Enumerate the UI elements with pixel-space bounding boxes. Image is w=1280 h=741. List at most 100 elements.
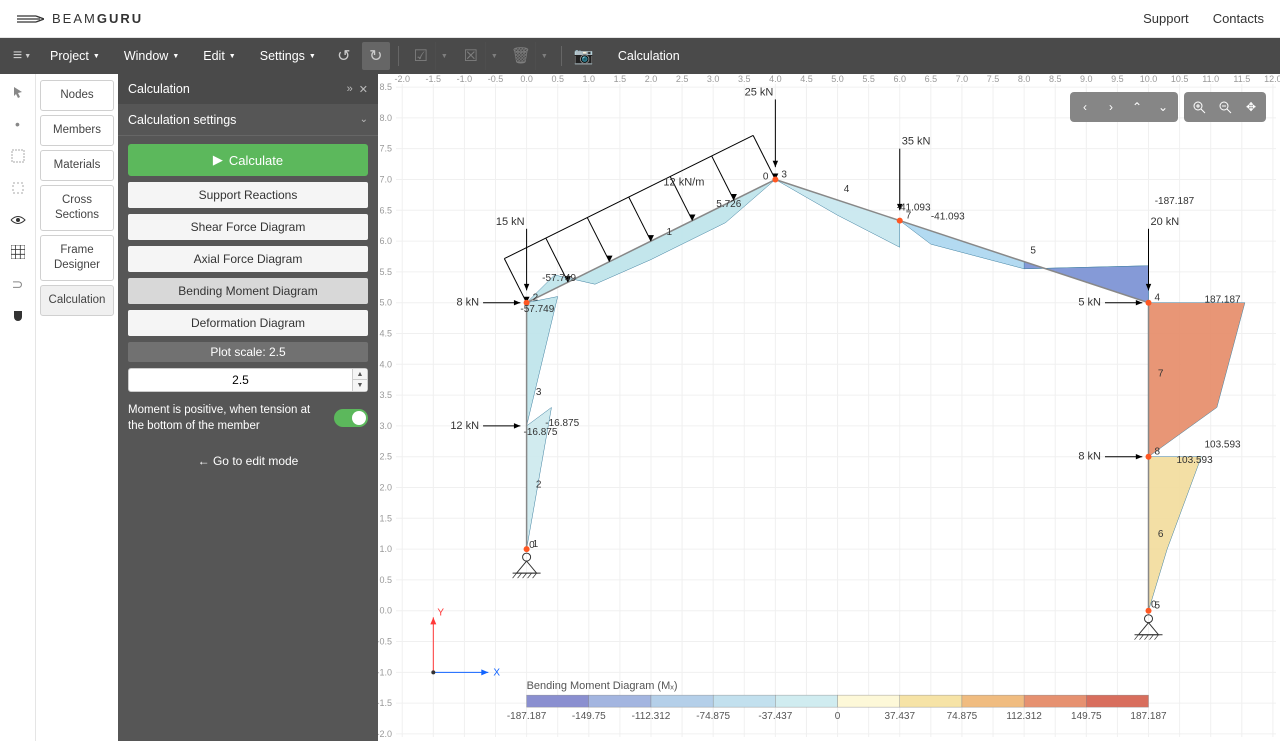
fit-button[interactable]: ✥ [1238, 94, 1264, 120]
nav-nodes[interactable]: Nodes [40, 80, 114, 111]
svg-text:8.0: 8.0 [379, 113, 392, 123]
svg-text:0: 0 [1151, 600, 1157, 611]
svg-text:2.0: 2.0 [379, 483, 392, 493]
bending-moment-button[interactable]: Bending Moment Diagram [128, 278, 368, 304]
menu-edit[interactable]: Edit▼ [193, 43, 245, 69]
pan-down-button[interactable]: ⌄ [1150, 94, 1176, 120]
svg-text:-37.437: -37.437 [758, 711, 792, 722]
svg-text:-57.749: -57.749 [542, 273, 576, 284]
logo[interactable]: BEAMGURU [16, 11, 143, 26]
eye-icon[interactable] [6, 208, 30, 232]
nav-members[interactable]: Members [40, 115, 114, 146]
nav-materials[interactable]: Materials [40, 150, 114, 181]
select-rect-icon[interactable] [6, 144, 30, 168]
svg-text:5.726: 5.726 [716, 199, 741, 210]
zoom-out-button[interactable] [1212, 94, 1238, 120]
svg-text:5.0: 5.0 [831, 74, 844, 84]
svg-text:3.5: 3.5 [738, 74, 751, 84]
svg-text:3.0: 3.0 [379, 421, 392, 431]
svg-text:3: 3 [536, 387, 542, 398]
diagram-svg[interactable]: -2.0-1.5-1.0-0.50.00.51.01.52.02.53.03.5… [378, 74, 1280, 741]
svg-text:0: 0 [529, 540, 535, 551]
contacts-link[interactable]: Contacts [1213, 11, 1264, 26]
redo-icon[interactable]: ↻ [362, 42, 390, 70]
svg-text:103.593: 103.593 [1204, 439, 1241, 450]
svg-text:-149.75: -149.75 [572, 711, 606, 722]
svg-text:6.5: 6.5 [925, 74, 938, 84]
zoom-in-button[interactable] [1186, 94, 1212, 120]
calculate-button[interactable]: ▶ Calculate [128, 144, 368, 176]
chevron-down-icon: ⌄ [360, 114, 368, 125]
svg-text:5.0: 5.0 [379, 298, 392, 308]
edit-mode-link[interactable]: ← Go to edit mode [128, 454, 368, 468]
svg-text:-2.0: -2.0 [394, 74, 410, 84]
node-icon[interactable]: • [6, 112, 30, 136]
collapse-icon[interactable]: » [347, 83, 353, 96]
pan-up-button[interactable]: ⌃ [1124, 94, 1150, 120]
nav-calculation[interactable]: Calculation [40, 285, 114, 316]
svg-text:10.5: 10.5 [1171, 74, 1189, 84]
svg-text:8.0: 8.0 [1018, 74, 1031, 84]
svg-text:3.0: 3.0 [707, 74, 720, 84]
svg-text:12 kN/m: 12 kN/m [663, 177, 704, 189]
nav-frame-designer[interactable]: Frame Designer [40, 235, 114, 281]
svg-text:3.5: 3.5 [379, 390, 392, 400]
svg-text:0.0: 0.0 [520, 74, 533, 84]
menu-settings[interactable]: Settings▼ [250, 43, 326, 69]
support-link[interactable]: Support [1143, 11, 1189, 26]
axial-force-button[interactable]: Axial Force Diagram [128, 246, 368, 272]
menu-window[interactable]: Window▼ [114, 43, 189, 69]
camera-icon[interactable]: 📷 [570, 42, 598, 70]
svg-text:5 kN: 5 kN [1078, 297, 1101, 309]
moment-positive-toggle[interactable] [334, 409, 368, 427]
svg-text:2.0: 2.0 [645, 74, 658, 84]
x-dd-icon: ▼ [485, 42, 503, 70]
svg-text:1.5: 1.5 [379, 513, 392, 523]
svg-text:7.5: 7.5 [987, 74, 1000, 84]
svg-text:2: 2 [533, 293, 539, 304]
svg-text:1.0: 1.0 [379, 544, 392, 554]
svg-text:149.75: 149.75 [1071, 711, 1102, 722]
shear-force-button[interactable]: Shear Force Diagram [128, 214, 368, 240]
svg-text:-1.0: -1.0 [378, 667, 392, 677]
pointer-icon[interactable] [6, 80, 30, 104]
support-reactions-button[interactable]: Support Reactions [128, 182, 368, 208]
canvas-area[interactable]: ‹ › ⌃ ⌄ ✥ -2.0-1.5-1.0-0.50.00.51.01.52.… [378, 74, 1280, 741]
svg-text:1: 1 [667, 227, 673, 238]
svg-text:3: 3 [781, 169, 787, 180]
menu-project[interactable]: Project▼ [40, 43, 110, 69]
pan-right-button[interactable]: › [1098, 94, 1124, 120]
svg-text:8.5: 8.5 [1049, 74, 1062, 84]
svg-text:6.0: 6.0 [379, 236, 392, 246]
panel-section-header[interactable]: Calculation settings ⌄ [118, 104, 378, 136]
grid-icon[interactable] [6, 240, 30, 264]
x-icon: ☒ [457, 42, 485, 70]
scale-down-button[interactable]: ▼ [353, 380, 367, 391]
deformation-button[interactable]: Deformation Diagram [128, 310, 368, 336]
svg-text:-2.0: -2.0 [378, 729, 392, 739]
close-icon[interactable]: ✕ [359, 83, 368, 96]
svg-text:7.0: 7.0 [956, 74, 969, 84]
hamburger-icon[interactable]: ≡▼ [8, 42, 36, 70]
logo-text: BEAMGURU [52, 11, 143, 26]
svg-text:4.5: 4.5 [800, 74, 813, 84]
svg-text:-1.5: -1.5 [426, 74, 442, 84]
svg-text:-1.5: -1.5 [378, 698, 392, 708]
icon-rail: • ⊃ [0, 74, 36, 741]
undo-icon[interactable]: ↺ [330, 42, 358, 70]
svg-text:4.0: 4.0 [379, 359, 392, 369]
svg-text:11.5: 11.5 [1233, 74, 1250, 84]
pan-left-button[interactable]: ‹ [1072, 94, 1098, 120]
nav-cross-sections[interactable]: Cross Sections [40, 185, 114, 231]
panel-header: Calculation »✕ [118, 74, 378, 104]
svg-text:-0.5: -0.5 [378, 637, 392, 647]
plot-scale-input[interactable] [128, 368, 353, 392]
svg-text:4.5: 4.5 [379, 328, 392, 338]
snap-icon[interactable]: ⊃ [6, 272, 30, 296]
select-lasso-icon[interactable] [6, 176, 30, 200]
moment-positive-label: Moment is positive, when tension at the … [128, 402, 326, 434]
svg-text:5.5: 5.5 [379, 267, 392, 277]
logo-icon [16, 13, 44, 25]
scale-up-button[interactable]: ▲ [353, 369, 367, 380]
magnet-icon[interactable] [6, 304, 30, 328]
